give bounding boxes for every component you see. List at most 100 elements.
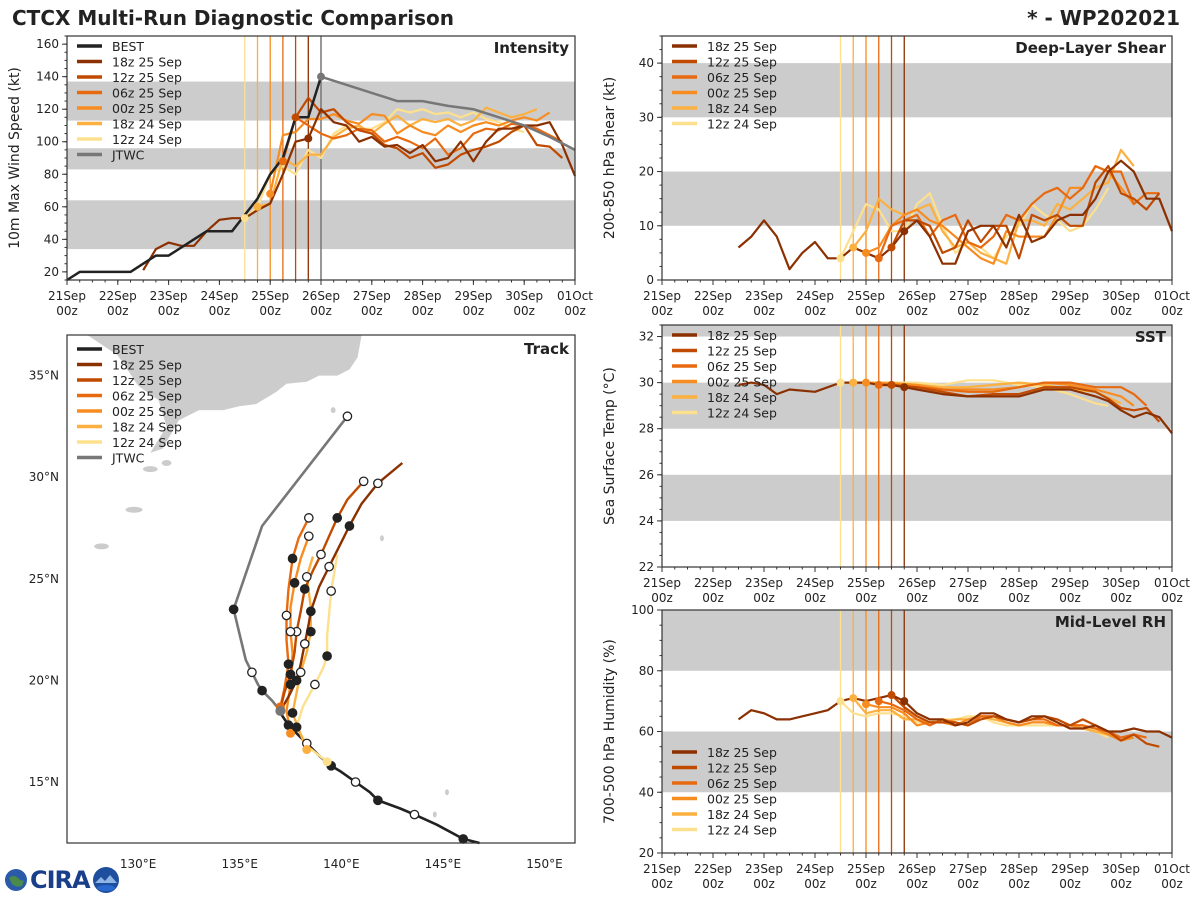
legend-label: JTWC — [111, 148, 145, 163]
x-tick-label: 29Sep — [1051, 862, 1089, 876]
init-marker — [887, 380, 896, 389]
track-marker — [324, 561, 334, 572]
track-marker — [289, 578, 300, 588]
y-tick-label: 26 — [639, 468, 654, 482]
x-tick-label: 23Sep — [745, 576, 783, 590]
init-marker — [836, 378, 845, 387]
track-marker — [295, 667, 306, 678]
storm-id-label: * - WP202021 — [1027, 6, 1180, 30]
legend-label: 18z 25 Sep — [707, 745, 777, 760]
x-tick-label: 00z — [957, 304, 979, 318]
track-marker — [285, 679, 296, 690]
x-tick-label: 00z — [753, 304, 775, 318]
legend-label: 12z 25 Sep — [707, 55, 777, 70]
lon-tick-label: 130°E — [120, 857, 157, 871]
x-tick-label: 24Sep — [796, 576, 834, 590]
x-tick-label: 00z — [804, 304, 826, 318]
x-tick-label: 00z — [855, 591, 877, 605]
init-marker — [266, 189, 275, 198]
init-marker — [862, 700, 870, 709]
jtwc-init-marker — [317, 72, 325, 81]
x-tick-label: 01Oct — [1154, 576, 1190, 590]
legend-label: 18z 24 Sep — [707, 390, 777, 405]
track-marker — [283, 659, 294, 670]
legend-label: BEST — [112, 342, 144, 357]
plot-area — [662, 325, 1172, 567]
x-tick-label: 29Sep — [1051, 289, 1089, 303]
legend-label: JTWC — [111, 451, 145, 466]
track-marker — [299, 584, 310, 594]
y-tick-label: 20 — [639, 846, 654, 860]
legend-label: 06z 25 Sep — [707, 70, 777, 85]
init-marker — [836, 254, 845, 263]
panel-title: Deep-Layer Shear — [1015, 39, 1166, 57]
lon-tick-label: 145°E — [425, 857, 462, 871]
x-tick-label: 00z — [855, 304, 877, 318]
best-track-marker — [409, 809, 420, 820]
x-tick-label: 22Sep — [694, 289, 732, 303]
panel-rh: 2040608010021Sep00z22Sep00z23Sep00z24Sep… — [602, 603, 1190, 891]
x-tick-label: 28Sep — [404, 289, 442, 303]
init-marker — [849, 243, 858, 252]
land-island — [432, 811, 437, 818]
x-tick-label: 00z — [804, 877, 826, 891]
x-tick-label: 28Sep — [1000, 289, 1038, 303]
legend-label: 12z 24 Sep — [707, 117, 777, 132]
track-marker — [299, 639, 310, 649]
x-tick-label: 21Sep — [643, 862, 681, 876]
y-tick-label: 22 — [639, 560, 654, 574]
x-tick-label: 00z — [651, 304, 673, 318]
y-tick-label: 120 — [36, 102, 59, 116]
x-tick-label: 23Sep — [745, 862, 783, 876]
track-init-marker — [302, 745, 312, 755]
legend-label: 12z 25 Sep — [112, 373, 182, 388]
series-line-18z-25-sep — [737, 693, 1173, 739]
init-marker — [240, 214, 249, 223]
legend-label: 12z 25 Sep — [112, 70, 182, 85]
x-tick-label: 00z — [209, 304, 231, 318]
x-tick-label: 23Sep — [150, 289, 188, 303]
y-tick-label: 20 — [639, 165, 654, 179]
legend-label: 18z 25 Sep — [707, 328, 777, 343]
panel-sst: 22242628303221Sep00z22Sep00z23Sep00z24Se… — [602, 324, 1190, 605]
legend-label: 18z 25 Sep — [112, 358, 182, 373]
init-marker — [849, 694, 858, 703]
x-tick-label: 00z — [259, 304, 281, 318]
x-tick-label: 01Oct — [1154, 289, 1190, 303]
series-line-12z-25-sep — [890, 165, 1161, 260]
y-tick-label: 40 — [44, 232, 59, 246]
legend-label: 18z 24 Sep — [707, 101, 777, 116]
track-init-marker — [322, 757, 332, 767]
x-tick-label: 23Sep — [745, 289, 783, 303]
lat-tick-label: 20°N — [29, 673, 59, 687]
init-marker — [887, 691, 896, 700]
track-marker — [287, 553, 298, 564]
legend-label: 18z 25 Sep — [707, 39, 777, 54]
panel-title: Mid-Level RH — [1055, 613, 1166, 631]
best-track-marker — [458, 834, 469, 844]
y-tick-label: 60 — [639, 725, 654, 739]
land-island — [94, 543, 109, 550]
best-track-marker — [373, 795, 383, 806]
jtwc-init-marker — [275, 705, 286, 716]
map-frame — [66, 334, 576, 844]
x-tick-label: 00z — [702, 877, 724, 891]
init-marker — [862, 378, 870, 387]
globe-icon — [5, 869, 27, 891]
best-line — [66, 76, 323, 282]
x-tick-label: 27Sep — [353, 289, 391, 303]
land-island — [125, 506, 143, 513]
y-tick-label: 24 — [639, 514, 654, 528]
y-axis-label: 200-850 hPa Shear (kt) — [602, 77, 618, 239]
y-tick-label: 32 — [639, 330, 654, 344]
init-marker — [874, 254, 883, 263]
init-marker — [291, 113, 300, 122]
x-tick-label: 22Sep — [694, 576, 732, 590]
legend-label: 12z 25 Sep — [707, 761, 777, 776]
series-line-18z-24-sep — [257, 106, 538, 208]
legend-label: 06z 25 Sep — [707, 776, 777, 791]
series-line-06z-25-sep — [877, 165, 1160, 259]
